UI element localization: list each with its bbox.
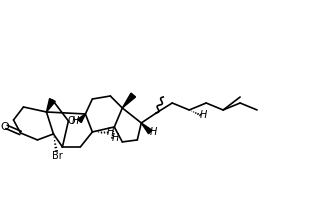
Text: H: H bbox=[112, 133, 119, 143]
Polygon shape bbox=[141, 123, 152, 134]
Text: H: H bbox=[150, 127, 157, 137]
Text: H: H bbox=[72, 116, 79, 126]
Polygon shape bbox=[122, 93, 136, 108]
Polygon shape bbox=[46, 99, 55, 112]
Text: Br: Br bbox=[52, 151, 63, 161]
Text: H: H bbox=[200, 110, 207, 120]
Text: O: O bbox=[68, 116, 75, 126]
Text: H: H bbox=[107, 127, 114, 137]
Text: O: O bbox=[0, 122, 9, 132]
Polygon shape bbox=[78, 114, 85, 123]
